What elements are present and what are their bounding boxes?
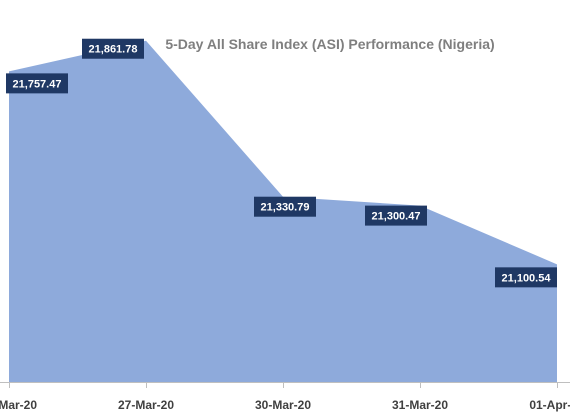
data-label-text: 21,100.54 [502,272,552,284]
data-label: 21,861.78 [82,38,144,59]
data-label: 21,100.54 [495,267,557,288]
data-label: 21,330.79 [254,196,316,217]
data-label-box [495,267,557,288]
data-labels: 21,757.47 21,861.78 21,330.79 21,300.47 21,1… [6,38,557,288]
data-label-box [365,205,427,226]
x-tick-label: 01-Apr-20 [529,398,570,412]
x-tick-label: 27-Mar-20 [118,398,174,412]
x-tick-labels: 26-Mar-20 27-Mar-20 30-Mar-20 31-Mar-20 01-A… [0,398,570,412]
data-label-box [6,73,68,94]
data-label-text: 21,861.78 [89,44,138,56]
data-label: 21,757.47 [6,73,68,94]
x-tick-label: 26-Mar-20 [0,398,37,412]
data-label-text: 21,300.47 [372,211,421,223]
data-label-box [254,196,316,217]
data-label-text: 21,757.47 [13,78,62,90]
x-tick-label: 30-Mar-20 [255,398,311,412]
chart-title: 5-Day All Share Index (ASI) Performance … [165,36,494,52]
data-label-text: 21,330.79 [261,202,310,214]
data-label-box [82,38,144,59]
x-tick-label: 31-Mar-20 [392,398,448,412]
data-label: 21,300.47 [365,205,427,226]
x-axis [0,382,570,388]
